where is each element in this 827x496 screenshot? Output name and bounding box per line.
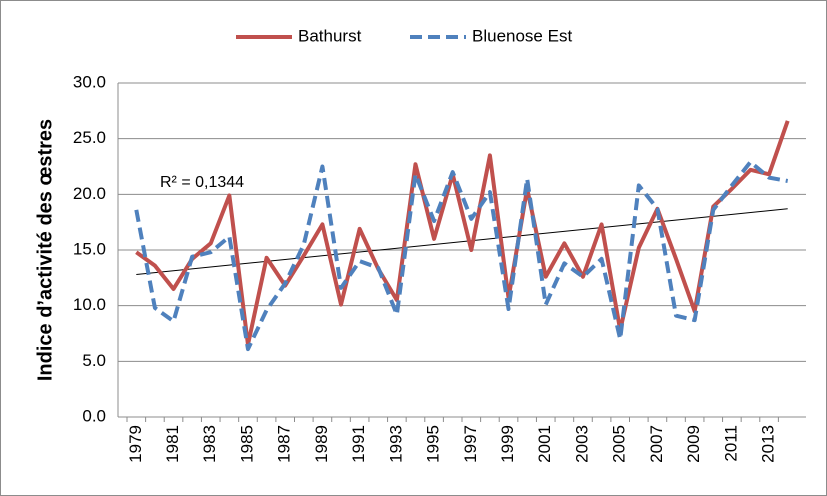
- x-tick-label: 1987: [275, 425, 294, 463]
- x-tick-label: 1979: [126, 425, 145, 463]
- y-tick-label: 25.0: [73, 128, 106, 147]
- x-tick-label: 2013: [759, 425, 778, 463]
- x-tick-label: 2011: [721, 425, 740, 462]
- y-tick-label: 0.0: [82, 406, 106, 425]
- x-tick-label: 2009: [684, 425, 703, 463]
- x-tick-label: 2003: [572, 425, 591, 463]
- legend-label: Bathurst: [298, 26, 362, 45]
- x-tick-label: 1999: [498, 425, 517, 463]
- x-tick-label: 2007: [647, 425, 666, 463]
- x-tick-label: 2005: [610, 425, 629, 463]
- x-tick-label: 1981: [163, 425, 182, 463]
- x-tick-label: 1989: [312, 425, 331, 463]
- x-tick-label: 1993: [386, 425, 405, 463]
- x-tick-label: 1995: [424, 425, 443, 463]
- y-tick-label: 10.0: [73, 295, 106, 314]
- trendline-annotation: R² = 0,1344: [160, 174, 244, 191]
- series-line: [134, 160, 789, 352]
- x-tick-label: 1997: [461, 425, 480, 463]
- y-tick-label: 15.0: [73, 239, 106, 258]
- x-tick-label: 1983: [200, 425, 219, 463]
- y-axis-title: Indice d’activité des œstres: [34, 119, 56, 381]
- x-tick-label: 1985: [237, 425, 256, 463]
- x-tick-label: 2001: [535, 425, 554, 463]
- x-tick-label: 1991: [349, 425, 368, 463]
- y-tick-label: 5.0: [82, 351, 106, 370]
- legend-label: Bluenose Est: [472, 26, 572, 45]
- y-tick-label: 20.0: [73, 184, 106, 203]
- y-tick-label: 30.0: [73, 72, 106, 91]
- trendline: [136, 208, 788, 275]
